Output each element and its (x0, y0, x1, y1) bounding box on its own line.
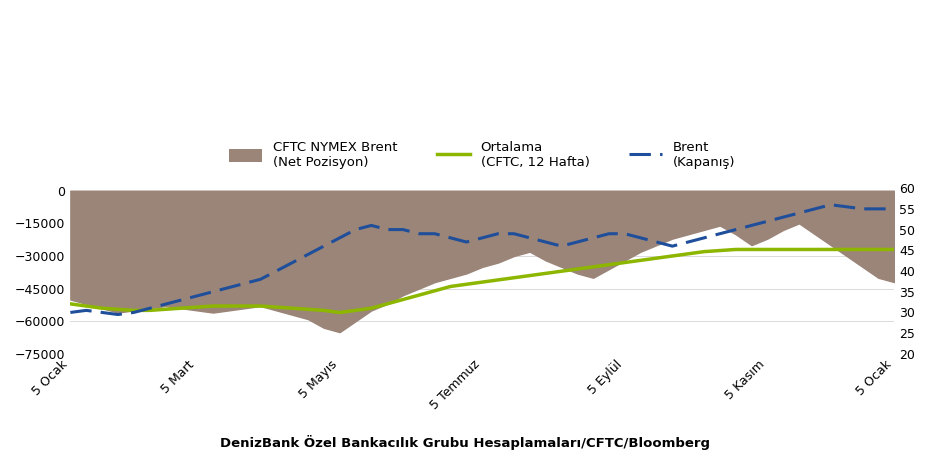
Text: DenizBank Özel Bankacılık Grubu Hesaplamaları/CFTC/Bloomberg: DenizBank Özel Bankacılık Grubu Hesaplam… (220, 435, 710, 450)
Legend: CFTC NYMEX Brent
(Net Pozisyon), Ortalama
(CFTC, 12 Hafta), Brent
(Kapanış): CFTC NYMEX Brent (Net Pozisyon), Ortalam… (223, 134, 742, 176)
